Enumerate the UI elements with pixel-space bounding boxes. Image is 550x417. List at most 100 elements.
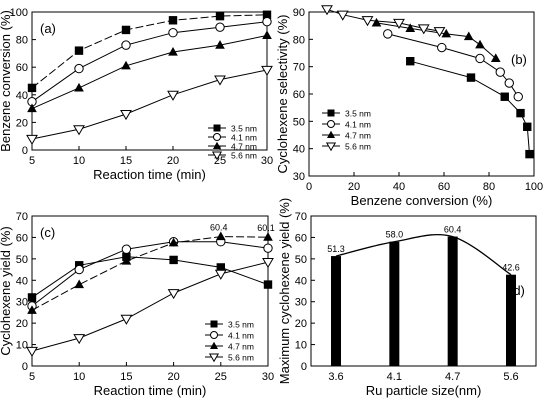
- data-point: [262, 30, 272, 40]
- legend-label: 4.1 nm: [228, 331, 254, 341]
- x-tick-label: 15: [120, 155, 132, 167]
- x-axis-label: Reaction time (min): [94, 383, 207, 398]
- legend-marker: [209, 341, 219, 349]
- data-point: [74, 63, 84, 74]
- data-point: [466, 73, 476, 82]
- data-point: [121, 244, 132, 254]
- panel-label: (d): [509, 283, 525, 298]
- legend-label: 4.7 nm: [345, 131, 371, 141]
- data-point: [263, 243, 273, 253]
- legend-label: 3.5 nm: [228, 320, 254, 330]
- series-line: [31, 35, 268, 110]
- data-point: [73, 334, 86, 345]
- data-point: [215, 22, 225, 32]
- legend-marker: [210, 320, 218, 328]
- data-point: [26, 346, 38, 358]
- panel-c: 0 10 20 30 40 50 60 70 5 10 15 20 25 30 3.5 nm4.1 nm4.…: [0, 211, 275, 398]
- x-axis-label: Benzene conversion (%): [351, 193, 493, 208]
- data-point: [490, 53, 501, 63]
- data-point: [361, 16, 374, 27]
- data-point: [169, 255, 178, 265]
- plot-frame: [31, 215, 269, 367]
- y-tick-label: 40: [295, 275, 307, 287]
- data-point: [262, 10, 272, 19]
- panel-d: 0 10 20 30 40 50 60 70 3.6 51.3 4.1 58.0 4.7 60.4 5.6 4…: [277, 198, 537, 398]
- y-tick-label: 60: [16, 232, 28, 244]
- y-tick-label: 60: [293, 89, 305, 101]
- y-tick-label: 60: [16, 62, 28, 74]
- legend-marker: [327, 120, 335, 128]
- trend-curve: [335, 233, 512, 276]
- legend-marker: [325, 142, 337, 152]
- y-tick-label: 40: [16, 275, 28, 287]
- legend-label: 5.6 nm: [345, 142, 371, 152]
- data-point: [74, 46, 84, 55]
- data-point: [215, 11, 225, 21]
- data-point: [417, 24, 430, 35]
- bar-value-label: 60.4: [444, 225, 462, 235]
- y-tick-label: 30: [16, 297, 28, 309]
- data-point: [261, 65, 273, 76]
- data-point: [214, 269, 227, 280]
- x-tick-label: 15: [120, 371, 132, 383]
- y-tick-label: 80: [16, 35, 28, 47]
- data-point: [336, 10, 349, 21]
- data-point: [26, 134, 38, 145]
- y-tick-label: 50: [295, 254, 307, 266]
- legend-marker: [212, 141, 222, 149]
- data-point: [525, 149, 534, 159]
- panel-label: (b): [511, 52, 527, 67]
- panel-b: 30 40 50 60 70 80 90 0 20 40 60 80 100 3.5 nm4.1 nm4.…: [275, 5, 543, 208]
- x-tick-label: 20: [167, 371, 179, 383]
- data-point: [121, 25, 131, 35]
- legend-label: 5.6 nm: [228, 353, 254, 363]
- y-tick-label: 50: [293, 116, 305, 128]
- data-point: [27, 293, 37, 302]
- data-point: [263, 280, 273, 289]
- y-axis-label: Cyclohexene selectivity (%): [275, 15, 290, 174]
- data-point: [263, 232, 273, 241]
- y-tick-label: 30: [293, 171, 305, 183]
- bar: [389, 241, 400, 366]
- panel-label: (a): [40, 21, 56, 36]
- x-tick-label: 30: [261, 155, 273, 167]
- data-point: [27, 103, 37, 113]
- y-tick-label: 20: [16, 318, 28, 330]
- data-point: [262, 258, 274, 269]
- series-line: [31, 21, 268, 103]
- y-tick-label: 40: [293, 144, 305, 156]
- x-tick-label: 100: [525, 181, 543, 193]
- legend-label: 3.5 nm: [345, 109, 371, 119]
- data-point: [406, 57, 415, 66]
- legend-marker: [327, 109, 335, 117]
- legend-marker: [213, 124, 221, 132]
- data-point: [167, 289, 180, 300]
- series-line: [31, 14, 268, 89]
- y-tick-label: 0: [22, 361, 28, 373]
- panel-label: (c): [40, 225, 55, 240]
- bar-value-label: 42.6: [502, 263, 520, 273]
- legend-marker: [326, 130, 336, 138]
- data-point: [441, 28, 452, 38]
- y-tick-label: 10: [16, 340, 28, 352]
- legend-label: 4.7 nm: [231, 142, 257, 152]
- x-tick-label: 80: [483, 181, 495, 193]
- legend-label: 4.7 nm: [228, 342, 254, 352]
- x-axis-label: Ru particle size(nm): [366, 383, 482, 398]
- y-tick-label: 70: [293, 62, 305, 74]
- legend-label: 4.1 nm: [345, 120, 371, 130]
- data-point: [214, 75, 226, 86]
- y-tick-label: 60: [295, 232, 307, 244]
- data-point: [27, 83, 37, 93]
- data-point: [74, 279, 85, 289]
- data-point: [262, 16, 272, 27]
- plot-frame: [310, 215, 537, 367]
- bar-value-label: 58.0: [386, 230, 404, 240]
- data-point: [216, 263, 225, 272]
- data-point: [120, 314, 133, 325]
- x-tick-label: 0: [306, 181, 312, 193]
- data-point: [215, 40, 225, 49]
- x-tick-label: 10: [73, 155, 85, 167]
